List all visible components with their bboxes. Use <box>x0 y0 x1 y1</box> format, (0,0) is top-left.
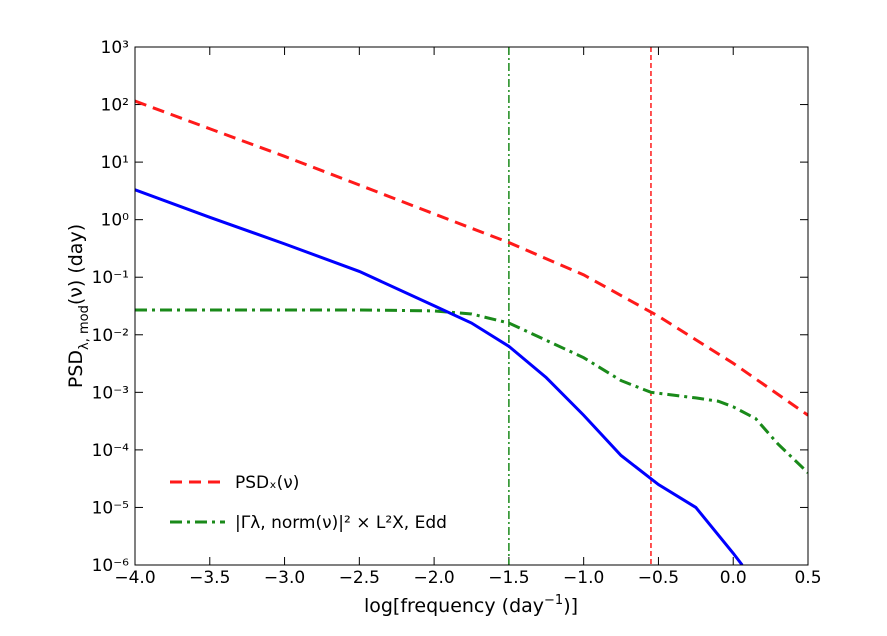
y-tick-label: 10¹ <box>101 153 129 173</box>
series-line <box>135 188 744 565</box>
x-tick-label: −3.0 <box>264 568 305 588</box>
x-label-end: )] <box>563 595 578 617</box>
y-tick-label: 10⁻⁵ <box>92 498 129 518</box>
x-tick-label: −0.5 <box>638 568 679 588</box>
legend-label: PSDₓ(ν) <box>235 473 299 493</box>
y-label-sub: λ, mod <box>77 305 92 350</box>
y-tick-label: 10⁻⁶ <box>92 556 130 576</box>
y-label-text: PSD <box>65 350 87 388</box>
series-line <box>135 99 808 417</box>
x-label-text: log[frequency (day <box>364 595 544 617</box>
x-tick-label: −4.0 <box>114 568 155 588</box>
x-tick-label: −1.0 <box>563 568 604 588</box>
x-tick-label: 0.0 <box>720 568 747 588</box>
y-tick-label: 10³ <box>101 38 129 58</box>
x-axis-label: log[frequency (day−1)] <box>364 593 578 617</box>
x-tick-label: −2.5 <box>339 568 380 588</box>
y-tick-label: 10⁻² <box>92 326 129 346</box>
y-tick-label: 10⁻¹ <box>92 268 129 288</box>
series-line <box>135 308 808 474</box>
y-tick-label: 10⁻⁴ <box>92 441 130 461</box>
x-tick-label: −3.5 <box>189 568 230 588</box>
y-tick-label: 10⁰ <box>101 211 130 231</box>
x-tick-label: 0.5 <box>794 568 821 588</box>
x-tick-label: −1.5 <box>488 568 529 588</box>
y-tick-label: 10² <box>101 96 129 116</box>
legend-label: |Γλ, norm(ν)|² × L²X, Edd <box>235 513 447 533</box>
plot-frame <box>134 46 809 566</box>
y-tick-label: 10⁻³ <box>92 383 129 403</box>
y-label-end: (ν) (day) <box>65 224 87 305</box>
x-label-sup: −1 <box>544 593 563 608</box>
y-axis-label: PSDλ, mod(ν) (day) <box>65 224 92 388</box>
x-tick-label: −2.0 <box>413 568 454 588</box>
